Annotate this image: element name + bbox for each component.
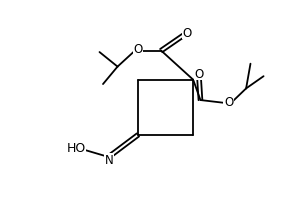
- Text: O: O: [224, 95, 233, 109]
- Text: O: O: [133, 43, 143, 55]
- Text: O: O: [194, 68, 204, 80]
- Text: N: N: [104, 153, 113, 166]
- Text: HO: HO: [66, 141, 85, 154]
- Text: O: O: [183, 27, 192, 40]
